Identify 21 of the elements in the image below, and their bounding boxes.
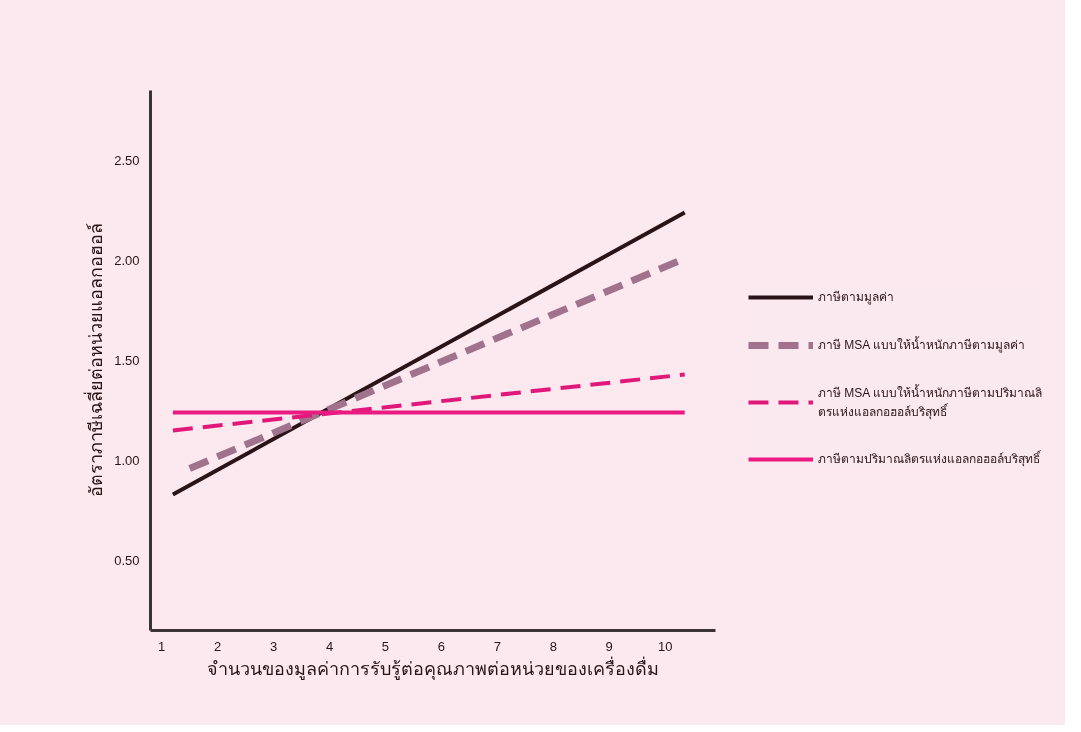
y-tick-label: 2.50 [114,153,140,168]
text: ภาษีตามปริมาณลิตรแห่งแอลกอฮอล์บริสุทธิ์ [817,449,1040,468]
x-tick-label: 6 [437,638,446,654]
x-tick-label: 7 [493,638,501,654]
x-tick-label: 1 [158,638,166,654]
text: ภาษีตามมูลค่า [817,289,894,306]
y-tick-label: 0.50 [114,553,140,568]
x-tick-label: 10 [657,638,673,654]
text: ภาษี MSA แบบให้น้ำหนักภาษีตามมูลค่า [817,335,1026,354]
y-axis-title: อัตราภาษีเฉลี่ยต่อหน่วยแอลกอฮอล์ [83,223,107,498]
y-tick-label: 2.00 [114,253,140,268]
y-tick-label: 1.50 [114,353,140,368]
x-tick-label: 2 [214,638,222,654]
x-tick-label: 4 [325,638,334,654]
x-tick-label: 5 [381,638,390,654]
x-tick-label: 9 [605,638,613,654]
text: ภาษี MSA แบบให้น้ำหนักภาษีตามปริมาณลิตรแห่งแอลกอฮอล์บริสุทธิ์ [817,383,1043,421]
y-tick-label: 1.00 [114,453,140,468]
x-axis-title: จำนวนของมูลค่าการรับรู้ต่อคุณภาพต่อหน่วยของเครื่องดื่ม [207,655,659,680]
x-tick-label: 3 [269,638,278,654]
x-tick-label: 8 [549,638,557,654]
